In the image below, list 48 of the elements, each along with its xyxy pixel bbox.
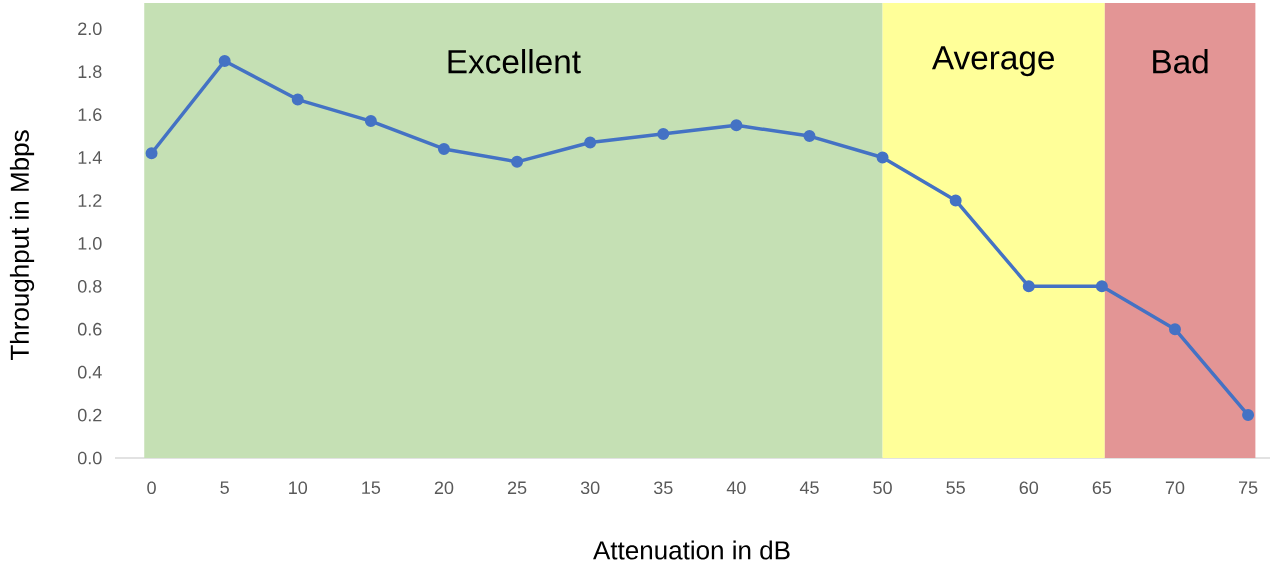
x-tick-label: 45 — [799, 481, 819, 494]
x-tick-label: 35 — [653, 481, 673, 495]
x-tick-label: 65 — [1092, 481, 1112, 495]
x-tick-label: 5 — [220, 481, 229, 494]
y-tick-label: 1.8 — [78, 65, 102, 79]
point — [949, 194, 962, 207]
band-label: Bad — [1153, 49, 1208, 74]
x-tick-label: 50 — [873, 481, 892, 495]
point — [291, 93, 304, 106]
x-tick-label: 70 — [1165, 481, 1185, 495]
y-tick-label: 0.0 — [77, 451, 102, 465]
x-tick-label: 40 — [726, 481, 746, 495]
x-tick-label: 30 — [580, 481, 600, 495]
x-tick-label: 0 — [147, 481, 156, 495]
y-tick-label: 0.2 — [77, 408, 102, 422]
point — [876, 151, 889, 164]
point — [803, 130, 816, 143]
point — [584, 136, 597, 149]
y-tick-label: 1.6 — [78, 108, 102, 121]
point — [1095, 280, 1108, 293]
band-label: Average — [931, 46, 1054, 77]
point — [1168, 323, 1181, 336]
x-tick-label: 10 — [289, 481, 308, 495]
y-tick-label: 0.4 — [77, 365, 102, 379]
y-tick-label: 1.2 — [78, 194, 102, 207]
x-tick-label: 25 — [507, 481, 527, 495]
point — [437, 142, 450, 155]
y-axis-title: Throughput in Mbps — [9, 130, 35, 361]
x-axis-title: Attenuation in dB — [593, 540, 790, 560]
y-tick-label: 0.8 — [77, 279, 102, 293]
y-tick-label: 0.6 — [77, 322, 102, 336]
point — [1022, 280, 1035, 293]
x-tick-label: 55 — [946, 481, 965, 494]
y-tick-label: 1.0 — [78, 237, 102, 250]
point — [364, 115, 377, 128]
x-tick-label: 15 — [362, 481, 381, 494]
x-tick-label: 20 — [434, 481, 454, 495]
point — [218, 54, 231, 67]
point — [730, 119, 743, 132]
point — [657, 127, 670, 140]
y-tick-label: 1.4 — [78, 151, 102, 164]
y-tick-label: 2.0 — [78, 22, 102, 36]
point — [1242, 409, 1255, 422]
band-label: Excellent — [448, 49, 581, 74]
point — [511, 155, 524, 168]
point — [145, 147, 158, 160]
x-tick-label: 75 — [1238, 481, 1258, 494]
x-tick-label: 60 — [1019, 481, 1039, 495]
